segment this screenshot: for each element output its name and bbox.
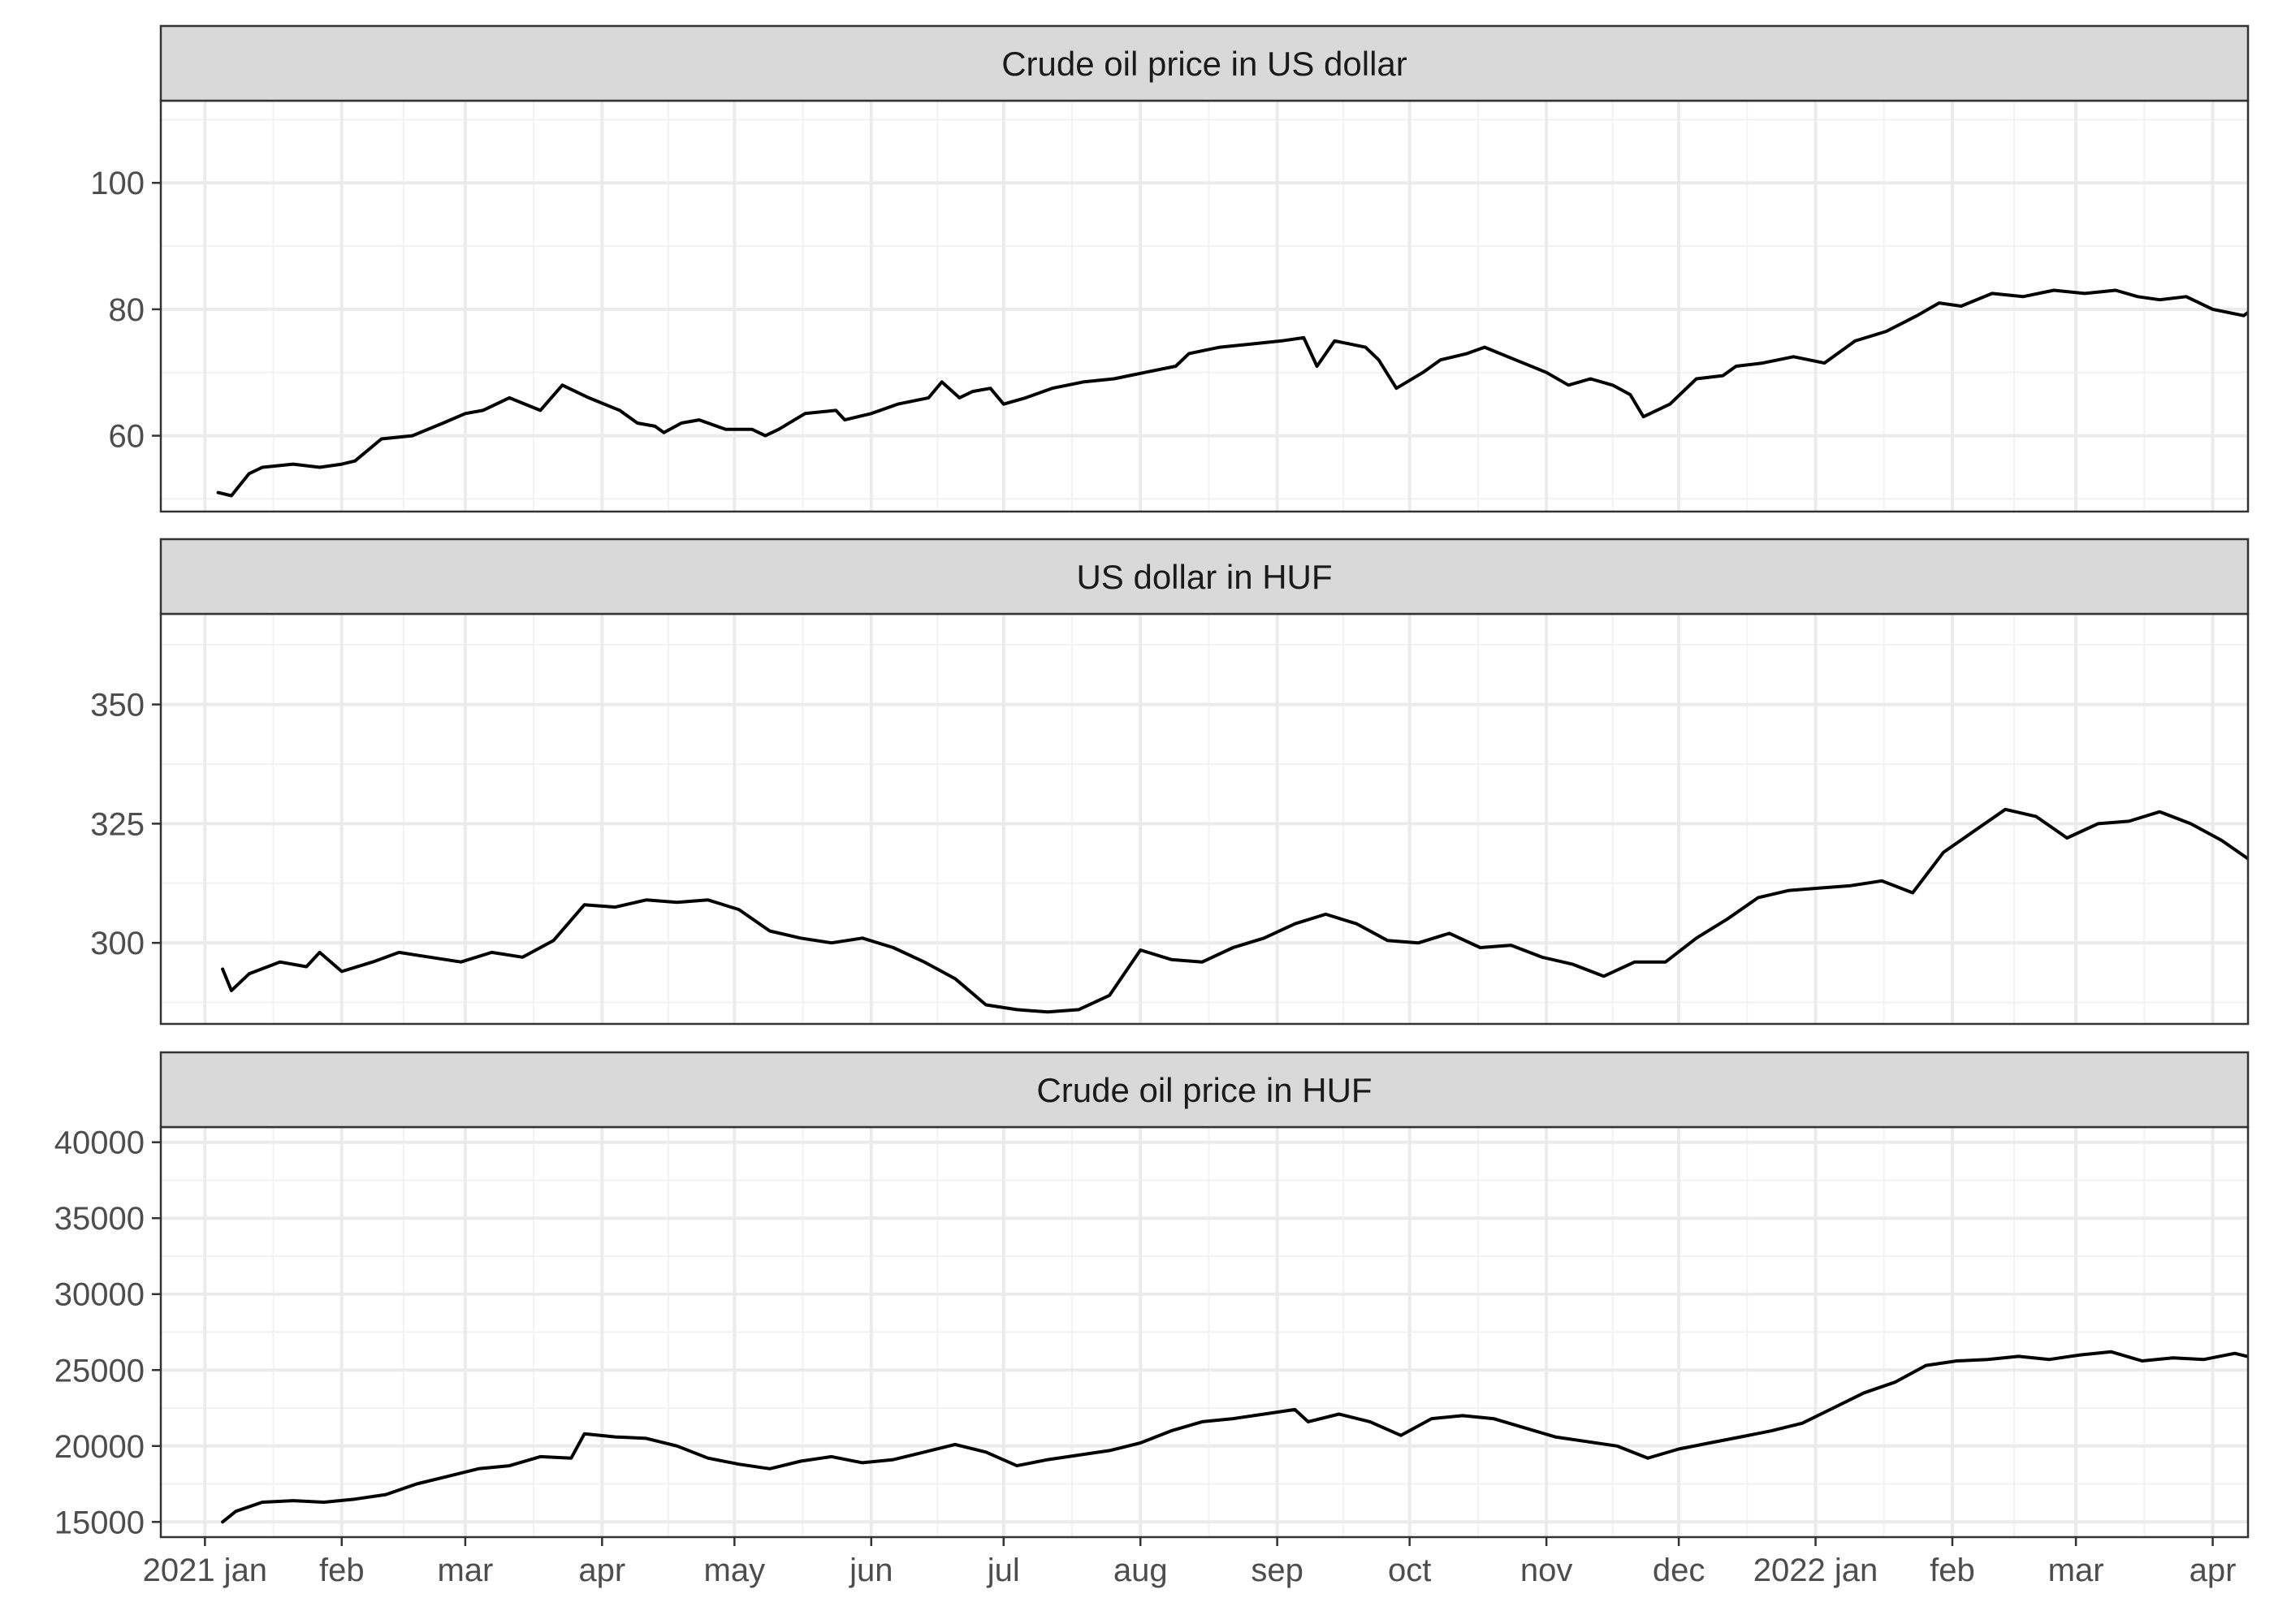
facet-title: Crude oil price in US dollar [1001, 45, 1407, 83]
facet-panel-1: Crude oil price in US dollar 60 80 100 [90, 24, 2250, 513]
x-tick-label: apr [578, 1553, 625, 1588]
facet-strip [159, 1051, 2250, 1129]
facet-title: US dollar in HUF [1076, 558, 1332, 596]
y-tick-label: 20000 [54, 1429, 145, 1465]
grid [161, 614, 2248, 1024]
x-tick-label: jun [849, 1553, 893, 1588]
x-tick-label: apr [2190, 1553, 2237, 1588]
y-tick-label: 300 [90, 926, 145, 961]
facet-strip [159, 538, 2250, 615]
x-tick-label: sep [1251, 1553, 1303, 1588]
y-tick-label: 35000 [54, 1201, 145, 1237]
grid [161, 1127, 2248, 1537]
facet-title: Crude oil price in HUF [1036, 1071, 1372, 1109]
facet-strip [159, 24, 2250, 102]
x-tick-label: oct [1388, 1553, 1431, 1588]
x-tick-label: feb [1930, 1553, 1975, 1588]
x-axis: 2021 jan feb mar apr may jun jul aug sep oct nov de… [143, 1537, 2237, 1588]
facet-panel-3: Crude oil price in HUF 15000 20000 25000 300… [54, 1051, 2250, 1588]
y-tick-label: 325 [90, 806, 145, 842]
y-tick-label: 60 [109, 419, 145, 455]
x-tick-label: dec [1653, 1553, 1706, 1588]
x-tick-label: mar [437, 1553, 493, 1588]
x-tick-label: mar [2048, 1553, 2104, 1588]
x-tick-label: nov [1520, 1553, 1573, 1588]
grid [161, 101, 2248, 512]
y-tick-label: 30000 [54, 1277, 145, 1313]
y-tick-label: 100 [90, 166, 145, 201]
x-tick-label: may [704, 1553, 766, 1588]
panel-background [161, 101, 2248, 512]
facet-panel-2: US dollar in HUF 300 325 350 [90, 538, 2250, 1026]
x-tick-label: jul [987, 1553, 1020, 1588]
y-tick-label: 15000 [54, 1505, 145, 1540]
y-tick-label: 80 [109, 292, 145, 328]
series-line-2 [221, 807, 2248, 1014]
y-tick-label: 40000 [54, 1125, 145, 1161]
series-line-3 [221, 1350, 2248, 1524]
x-tick-label: aug [1113, 1553, 1168, 1588]
x-tick-label: feb [319, 1553, 365, 1588]
y-tick-label: 350 [90, 688, 145, 723]
x-tick-label: 2022 jan [1753, 1553, 1878, 1588]
x-tick-label: 2021 jan [143, 1553, 267, 1588]
y-tick-label: 25000 [54, 1353, 145, 1389]
series-line-1 [216, 288, 2248, 498]
